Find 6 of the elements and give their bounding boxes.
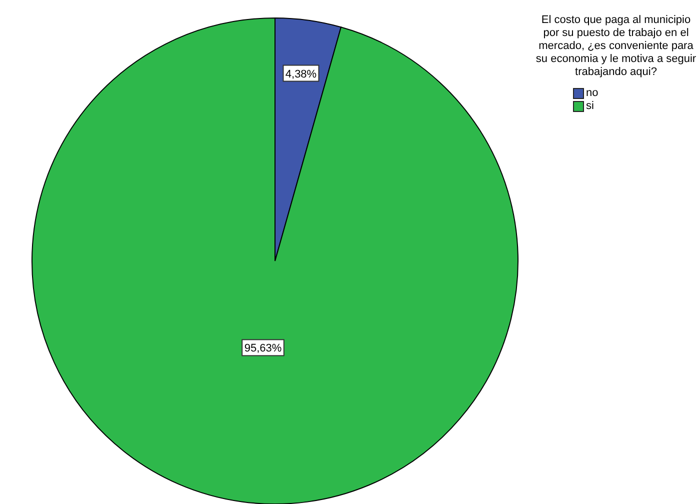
legend-title: El costo que paga al municipio por su puesto de trabajo en el mercado, ¿es conveniente para su economia y le motiva a seguir trabajando aqui? [534,14,697,79]
data-label: 4,38% [285,68,317,80]
data-label: 95,63% [244,342,282,355]
legend-label: no [586,87,598,100]
pie-slice [32,18,518,504]
slice-label: si [586,100,594,113]
